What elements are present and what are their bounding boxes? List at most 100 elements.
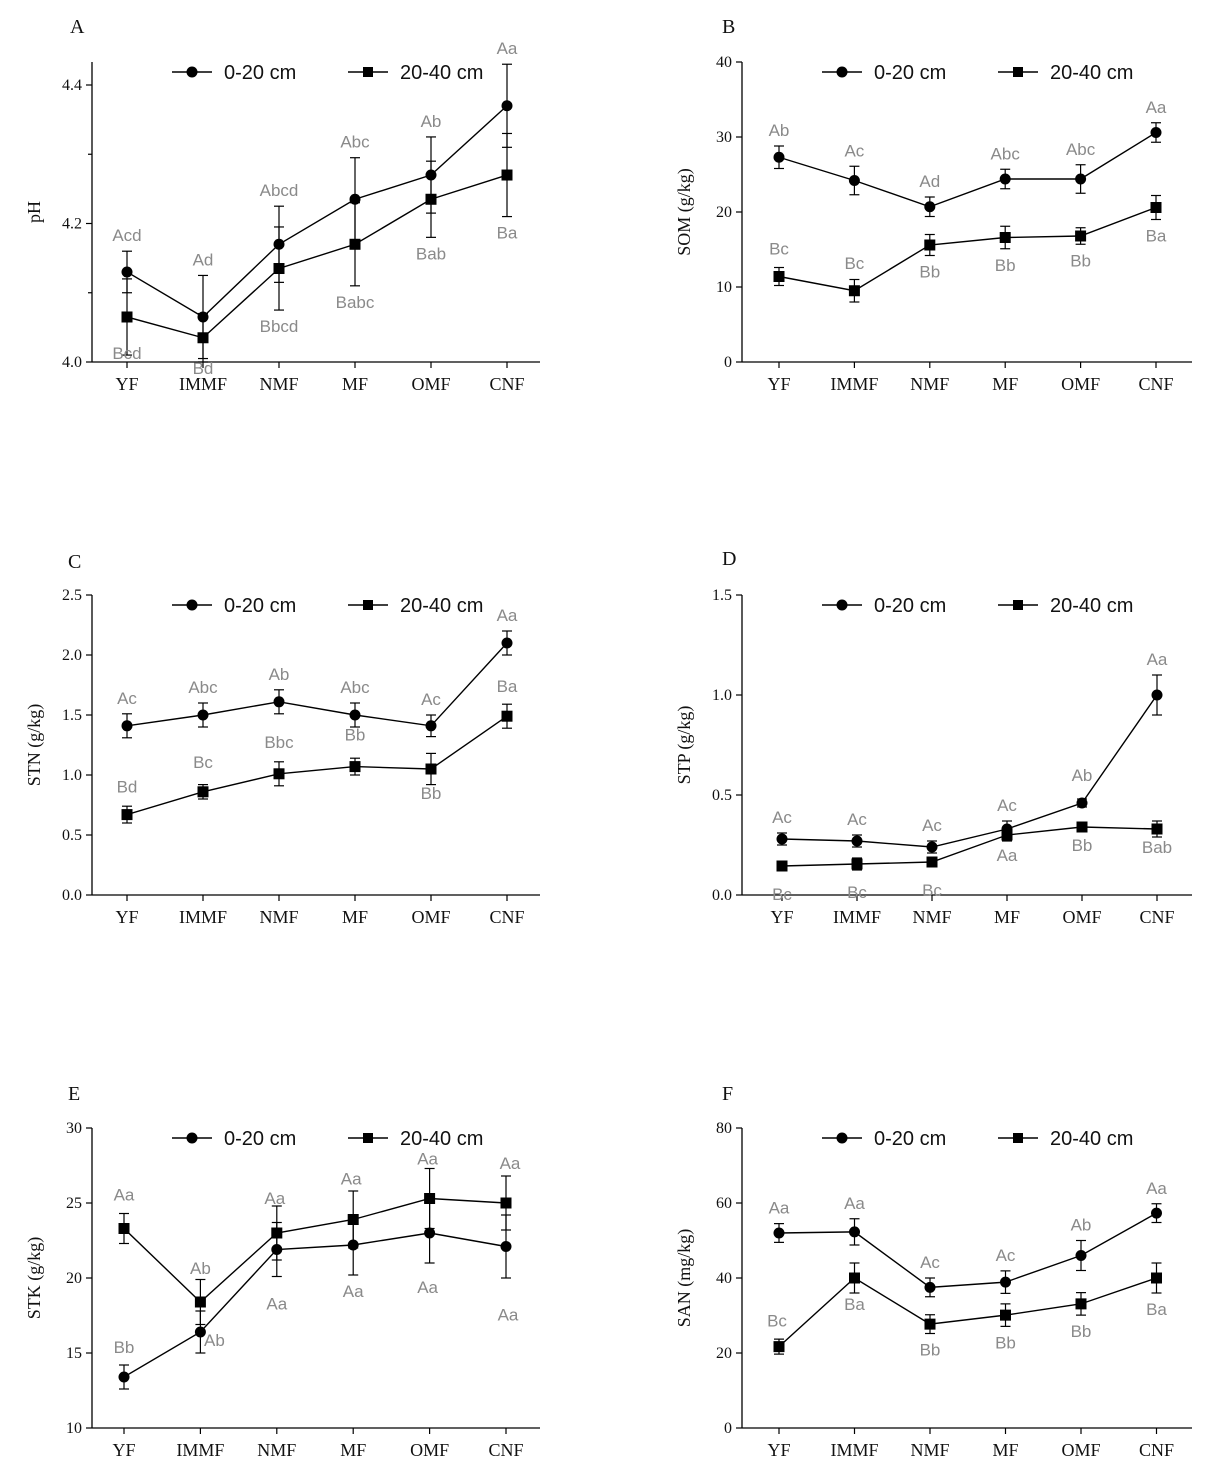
- data-point-square: [347, 1214, 359, 1225]
- data-point-circle: [349, 709, 361, 721]
- significance-label: Babc: [336, 293, 375, 312]
- x-tick-label: MF: [994, 907, 1020, 927]
- x-tick-label: CNF: [489, 374, 524, 394]
- legend-circle-marker: [186, 1132, 198, 1144]
- series-line-subsoil: [126, 715, 508, 816]
- significance-label: Ac: [847, 810, 867, 829]
- x-tick-label: OMF: [1061, 1440, 1100, 1460]
- data-point-circle: [349, 193, 361, 205]
- x-tick-label: OMF: [411, 374, 450, 394]
- legend-circle-marker: [836, 66, 848, 78]
- legend-label: 0-20 cm: [224, 1128, 296, 1150]
- y-axis-label: STN (g/kg): [24, 704, 45, 787]
- chart-panel-e: E 10 15 20 25 30 YF IMMF NMF MF OMF CNF STK (g/kg) 0-…: [24, 1083, 540, 1460]
- significance-label: Acd: [112, 226, 141, 245]
- y-tick-label: 0.0: [62, 887, 82, 904]
- data-point-square: [197, 332, 209, 344]
- y-tick-label: 25: [66, 1195, 82, 1212]
- data-point-circle: [1151, 1207, 1162, 1219]
- data-point-circle: [273, 696, 285, 708]
- legend-label: 0-20 cm: [224, 62, 296, 84]
- x-tick-label: MF: [342, 374, 368, 394]
- significance-label: Bb: [114, 1338, 135, 1357]
- y-tick-label: 4.2: [62, 216, 82, 233]
- data-point-circle: [848, 175, 860, 186]
- x-tick-label: IMMF: [833, 907, 881, 927]
- data-point-square: [424, 1193, 436, 1204]
- significance-label: Aa: [500, 1154, 521, 1173]
- significance-label: Aa: [769, 1199, 790, 1218]
- legend-circle-marker: [186, 66, 198, 78]
- y-tick-label: 10: [66, 1420, 82, 1437]
- x-tick-label: IMMF: [179, 374, 227, 394]
- significance-label: Aa: [997, 846, 1018, 865]
- y-tick-label: 2.5: [62, 587, 82, 604]
- data-point-circle: [500, 1241, 512, 1252]
- data-point-circle: [926, 841, 938, 853]
- legend-label: 20-40 cm: [400, 595, 483, 617]
- y-tick-label: 1.5: [62, 707, 82, 724]
- y-axis-label: STP (g/kg): [674, 706, 695, 785]
- series-line-subsoil: [778, 206, 1157, 292]
- significance-label: Ba: [497, 224, 518, 243]
- x-tick-label: OMF: [1061, 374, 1100, 394]
- data-point-circle: [851, 835, 863, 847]
- significance-label: Bc: [769, 240, 789, 259]
- y-tick-label: 0.0: [712, 887, 732, 904]
- series-line-topsoil: [778, 131, 1157, 208]
- y-axis-label: SAN (mg/kg): [674, 1229, 695, 1328]
- data-point-circle: [197, 709, 209, 721]
- series-line-topsoil: [126, 642, 508, 727]
- data-point-square: [1075, 1298, 1087, 1310]
- data-point-square: [425, 763, 437, 775]
- series-line-subsoil: [123, 1197, 507, 1303]
- significance-label: Bb: [1071, 1322, 1092, 1341]
- data-point-square: [1076, 821, 1088, 833]
- data-point-circle: [118, 1371, 130, 1383]
- data-point-circle: [924, 201, 936, 213]
- x-tick-label: YF: [112, 1440, 135, 1460]
- y-axis-label: pH: [24, 201, 44, 223]
- significance-label: Aa: [844, 1194, 865, 1213]
- data-point-circle: [1075, 1250, 1087, 1261]
- significance-label: Aa: [497, 39, 518, 58]
- series-line-subsoil: [781, 826, 1158, 867]
- data-point-square: [194, 1296, 206, 1308]
- y-tick-label: 1.5: [712, 587, 732, 604]
- x-tick-label: YF: [115, 907, 138, 927]
- significance-label: Aa: [343, 1282, 364, 1301]
- legend-label: 20-40 cm: [1050, 62, 1133, 84]
- data-point-square: [273, 768, 285, 780]
- data-point-square: [501, 169, 513, 181]
- significance-label: Bc: [193, 753, 213, 772]
- data-point-square: [1151, 1272, 1162, 1284]
- x-tick-label: IMMF: [176, 1440, 224, 1460]
- y-tick-label: 10: [716, 279, 732, 296]
- x-tick-label: NMF: [910, 1440, 949, 1460]
- x-tick-label: YF: [767, 374, 790, 394]
- x-tick-label: CNF: [1139, 907, 1174, 927]
- series-line-topsoil: [126, 105, 508, 318]
- panel-letter: F: [722, 1083, 733, 1105]
- x-tick-label: IMMF: [179, 907, 227, 927]
- significance-label: Aa: [1147, 650, 1168, 669]
- panel-letter: D: [722, 548, 736, 570]
- significance-label: Bd: [193, 359, 214, 378]
- data-point-square: [999, 232, 1011, 243]
- data-point-square: [848, 285, 860, 297]
- data-point-circle: [121, 720, 133, 732]
- series-line-topsoil: [123, 1232, 507, 1378]
- y-tick-label: 80: [716, 1120, 732, 1137]
- panel-letter: A: [70, 16, 85, 38]
- chart-panel-b: B 0 10 20 30 40 YF IMMF NMF MF OMF CNF SOM (g/kg) 0-2…: [674, 16, 1192, 394]
- data-point-square: [924, 1318, 936, 1330]
- y-tick-label: 60: [716, 1195, 732, 1212]
- data-point-circle: [501, 100, 513, 112]
- significance-label: Bc: [922, 881, 942, 900]
- data-point-circle: [776, 833, 788, 845]
- legend-square-marker: [363, 1133, 373, 1143]
- data-point-square: [924, 239, 936, 251]
- significance-label: Aa: [341, 1170, 362, 1189]
- significance-label: Aa: [1146, 98, 1167, 117]
- x-tick-label: MF: [342, 907, 368, 927]
